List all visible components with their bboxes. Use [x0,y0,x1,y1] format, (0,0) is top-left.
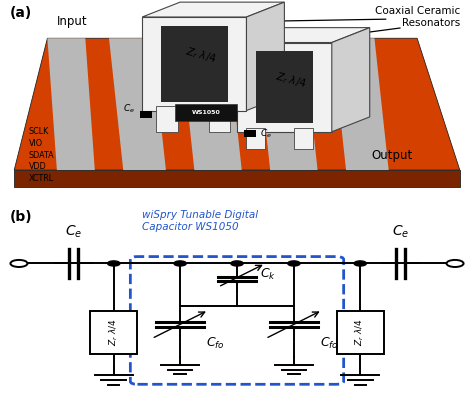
Text: (b): (b) [9,211,32,225]
Bar [175,104,237,121]
Polygon shape [256,38,318,170]
Bar [337,311,384,354]
Bar [209,106,230,132]
Polygon shape [161,26,228,102]
Polygon shape [47,38,95,170]
Circle shape [354,261,366,266]
Bar [156,106,178,132]
Text: Input: Input [57,15,88,28]
Text: $C_e$: $C_e$ [123,102,135,115]
Bar [294,128,313,149]
Text: $C_e$: $C_e$ [392,223,409,240]
Polygon shape [14,38,460,170]
Text: $C_e$: $C_e$ [260,128,272,140]
Polygon shape [332,38,389,170]
Text: wiSpry Tunable Digital
Capacitor WS1050: wiSpry Tunable Digital Capacitor WS1050 [142,211,258,232]
Bar [90,311,137,354]
Circle shape [174,261,186,266]
Polygon shape [180,38,242,170]
Text: $C_k$: $C_k$ [260,267,276,282]
Text: $Z_r\ \lambda/4$: $Z_r\ \lambda/4$ [108,318,120,346]
Text: Output: Output [371,149,412,162]
Bar [246,128,265,149]
Bar [140,111,152,118]
Text: $C_{fo}$: $C_{fo}$ [206,336,225,351]
Circle shape [288,261,300,266]
Circle shape [108,261,120,266]
Circle shape [231,261,243,266]
Text: SDATA: SDATA [28,151,54,160]
Polygon shape [142,17,246,111]
Polygon shape [14,170,460,187]
Text: XCTRL: XCTRL [28,174,54,183]
Text: Coaxial Ceramic
Resonators: Coaxial Ceramic Resonators [374,6,460,28]
Bar [244,130,256,137]
Polygon shape [237,28,370,43]
Text: WS1050: WS1050 [192,110,220,115]
Text: (a): (a) [9,6,32,20]
Polygon shape [109,38,166,170]
Polygon shape [332,28,370,132]
Text: $Z_r\ \lambda/4$: $Z_r\ \lambda/4$ [274,70,308,91]
Text: VDD: VDD [28,162,46,171]
Text: VIO: VIO [28,139,43,148]
Text: SCLK: SCLK [28,127,49,136]
Text: $Z_r\ \lambda/4$: $Z_r\ \lambda/4$ [354,318,366,346]
Polygon shape [246,2,284,111]
Polygon shape [256,51,313,123]
Circle shape [10,260,27,267]
Text: $C_e$: $C_e$ [65,223,82,240]
Text: $Z_r\ \lambda/4$: $Z_r\ \lambda/4$ [184,45,218,66]
Circle shape [447,260,464,267]
Polygon shape [142,2,284,17]
Polygon shape [237,43,332,132]
Text: $C_{fo}$: $C_{fo}$ [320,336,339,351]
